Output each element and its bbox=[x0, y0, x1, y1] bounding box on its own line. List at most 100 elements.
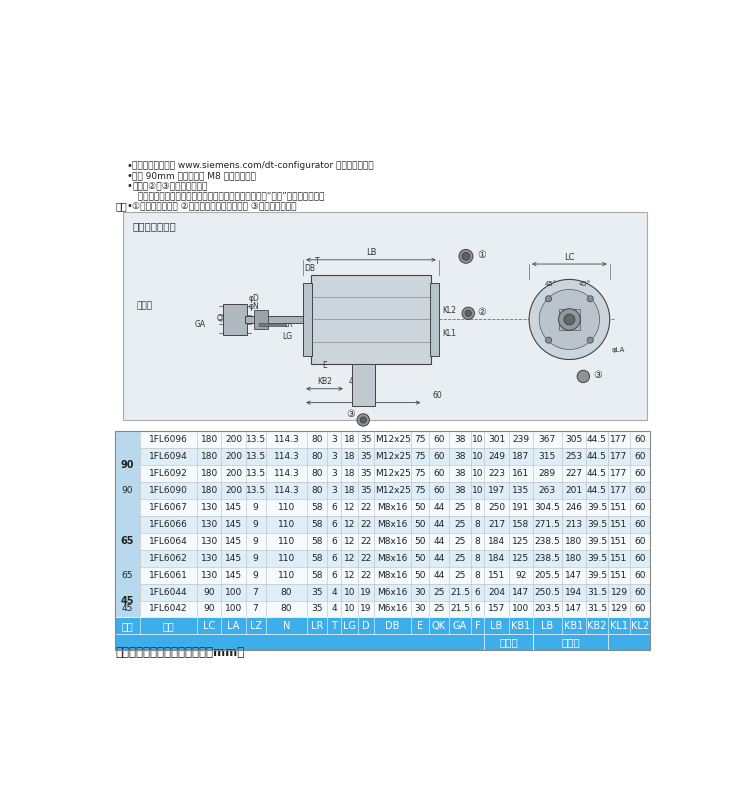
Text: 151: 151 bbox=[488, 571, 505, 580]
Text: 带抛闸: 带抛闸 bbox=[561, 637, 580, 647]
Text: 201: 201 bbox=[565, 486, 582, 495]
Text: 50: 50 bbox=[414, 571, 426, 580]
Text: KB2: KB2 bbox=[317, 378, 332, 386]
Text: 92: 92 bbox=[515, 571, 526, 580]
Text: 80: 80 bbox=[311, 435, 323, 444]
Text: 6: 6 bbox=[331, 537, 337, 545]
Text: T: T bbox=[315, 258, 319, 266]
Text: 25: 25 bbox=[454, 571, 466, 580]
Text: 18: 18 bbox=[344, 452, 355, 461]
Circle shape bbox=[545, 296, 552, 302]
Text: 60: 60 bbox=[434, 486, 445, 495]
Text: 58: 58 bbox=[311, 503, 323, 512]
Text: 100: 100 bbox=[512, 604, 529, 614]
Text: 39.5: 39.5 bbox=[587, 553, 607, 563]
Text: GA: GA bbox=[453, 621, 467, 631]
Text: 80: 80 bbox=[280, 588, 292, 596]
Text: 1FL6042: 1FL6042 bbox=[149, 604, 188, 614]
Text: 75: 75 bbox=[414, 469, 426, 478]
Text: 30: 30 bbox=[414, 588, 426, 596]
Text: 90: 90 bbox=[203, 588, 215, 596]
Text: LR: LR bbox=[311, 621, 324, 631]
Text: KL2: KL2 bbox=[631, 621, 649, 631]
Text: 40: 40 bbox=[349, 378, 358, 386]
Text: 90: 90 bbox=[203, 604, 215, 614]
Text: 8: 8 bbox=[475, 520, 481, 529]
Text: 194: 194 bbox=[565, 588, 582, 596]
Text: 129: 129 bbox=[610, 604, 628, 614]
Text: KB1: KB1 bbox=[564, 621, 584, 631]
Text: 19: 19 bbox=[361, 588, 372, 596]
Text: 65: 65 bbox=[121, 571, 133, 580]
Text: 9: 9 bbox=[252, 571, 258, 580]
Text: LR: LR bbox=[283, 320, 292, 329]
Text: M8x16: M8x16 bbox=[378, 537, 408, 545]
Text: 无抛闸: 无抛闸 bbox=[499, 637, 518, 647]
Text: 200: 200 bbox=[225, 435, 242, 444]
Text: 204: 204 bbox=[488, 588, 505, 596]
Bar bbox=[245, 316, 303, 324]
Text: 180: 180 bbox=[200, 469, 218, 478]
Text: 304.5: 304.5 bbox=[534, 503, 560, 512]
Text: 187: 187 bbox=[512, 452, 529, 461]
Text: LZ: LZ bbox=[250, 621, 261, 631]
Bar bbox=[311, 275, 431, 364]
Text: 6: 6 bbox=[331, 571, 337, 580]
Text: 200: 200 bbox=[225, 452, 242, 461]
Text: KB1: KB1 bbox=[511, 621, 531, 631]
Text: 1FL6066: 1FL6066 bbox=[149, 520, 188, 529]
Text: 6: 6 bbox=[475, 588, 481, 596]
Text: 8: 8 bbox=[475, 553, 481, 563]
Text: 45: 45 bbox=[121, 604, 133, 614]
Circle shape bbox=[539, 289, 600, 350]
Text: LC: LC bbox=[203, 621, 216, 631]
Text: 50: 50 bbox=[414, 553, 426, 563]
Text: 180: 180 bbox=[200, 452, 218, 461]
Text: ①: ① bbox=[477, 250, 486, 260]
Text: 31.5: 31.5 bbox=[587, 604, 607, 614]
Text: 19: 19 bbox=[361, 604, 372, 614]
Text: 1FL6064: 1FL6064 bbox=[149, 537, 188, 545]
Circle shape bbox=[459, 250, 473, 263]
Text: 45: 45 bbox=[121, 595, 134, 606]
Bar bbox=[116, 431, 650, 650]
Text: 145: 145 bbox=[225, 520, 242, 529]
Bar bbox=[223, 304, 247, 335]
Text: 25: 25 bbox=[454, 537, 466, 545]
Text: 58: 58 bbox=[311, 571, 323, 580]
Text: KL2: KL2 bbox=[442, 306, 456, 316]
Circle shape bbox=[360, 417, 367, 423]
Text: E: E bbox=[322, 362, 328, 370]
Text: 263: 263 bbox=[539, 486, 556, 495]
Text: 39.5: 39.5 bbox=[587, 537, 607, 545]
Text: ②: ② bbox=[478, 307, 486, 316]
Text: 58: 58 bbox=[311, 537, 323, 545]
Circle shape bbox=[529, 279, 609, 359]
Text: 38: 38 bbox=[454, 486, 466, 495]
Text: 21.5: 21.5 bbox=[450, 588, 470, 596]
Text: 130: 130 bbox=[200, 503, 218, 512]
Text: 223: 223 bbox=[488, 469, 505, 478]
Text: 31.5: 31.5 bbox=[587, 588, 607, 596]
Text: 180: 180 bbox=[565, 553, 582, 563]
Text: 114.3: 114.3 bbox=[274, 469, 300, 478]
Text: 110: 110 bbox=[278, 571, 295, 580]
Text: 60: 60 bbox=[433, 391, 442, 401]
Text: 249: 249 bbox=[488, 452, 505, 461]
Text: LB: LB bbox=[366, 249, 376, 258]
Text: 18: 18 bbox=[344, 435, 355, 444]
Text: 110: 110 bbox=[278, 503, 295, 512]
Text: ③: ③ bbox=[593, 370, 602, 380]
Text: 147: 147 bbox=[565, 604, 582, 614]
Text: 161: 161 bbox=[512, 469, 529, 478]
Text: 58: 58 bbox=[311, 520, 323, 529]
Text: 35: 35 bbox=[361, 486, 372, 495]
Bar bbox=[116, 482, 650, 499]
Text: 301: 301 bbox=[488, 435, 505, 444]
Text: 100: 100 bbox=[224, 604, 242, 614]
Text: 157: 157 bbox=[488, 604, 505, 614]
Text: 25: 25 bbox=[434, 588, 445, 596]
Text: M12x25: M12x25 bbox=[375, 469, 411, 478]
Text: 184: 184 bbox=[488, 553, 505, 563]
Text: 轴高: 轴高 bbox=[121, 621, 133, 631]
